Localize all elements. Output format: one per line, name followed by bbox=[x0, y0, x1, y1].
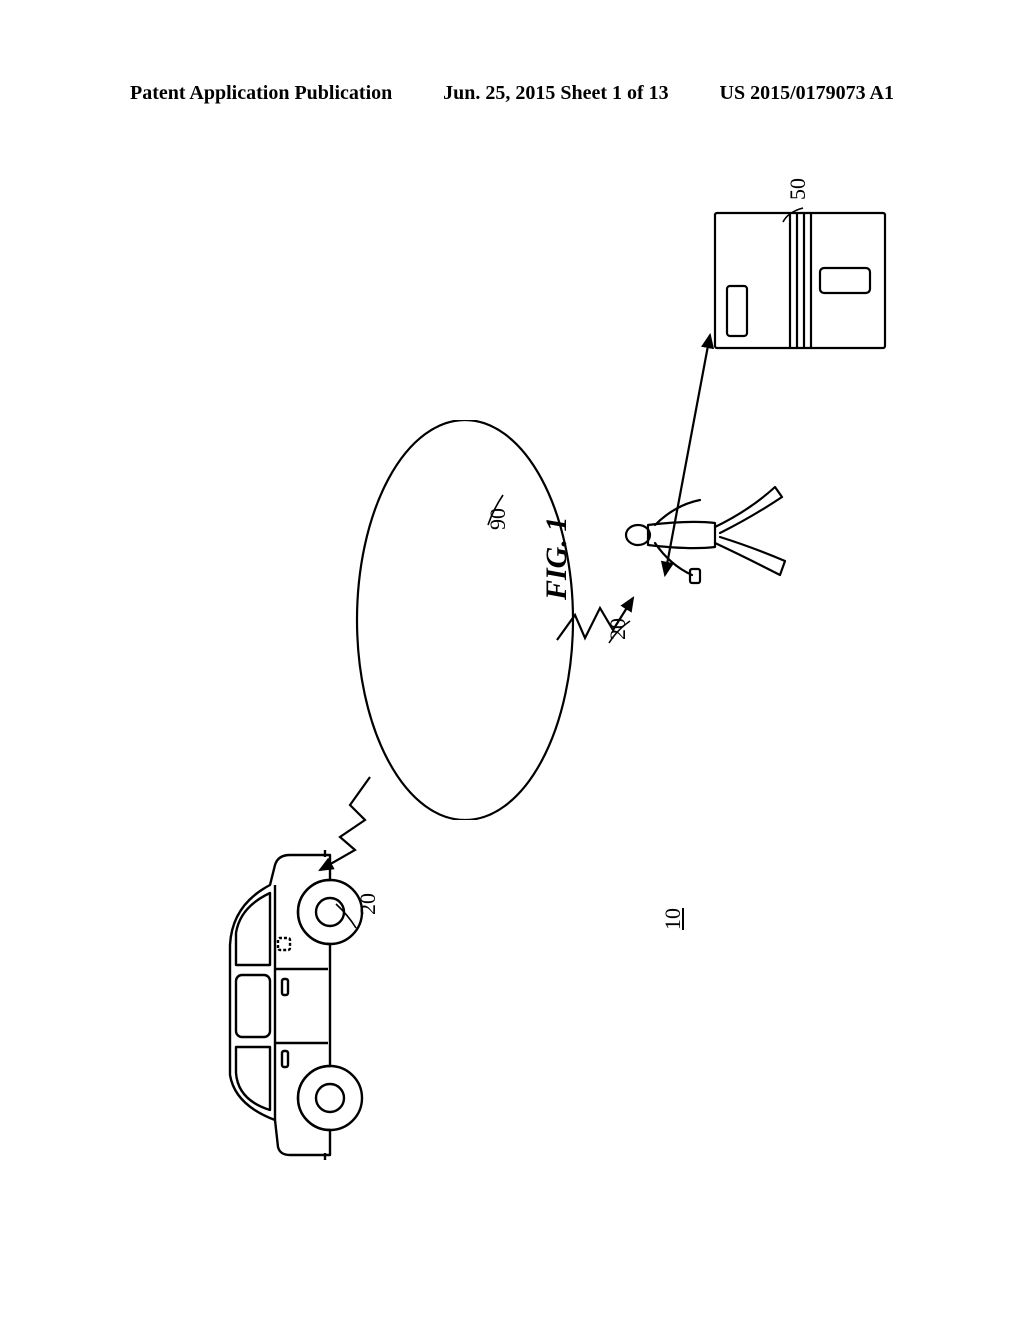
ref-system-10: 10 bbox=[660, 908, 686, 930]
lead-50 bbox=[778, 200, 818, 230]
ref-50: 50 bbox=[785, 178, 811, 200]
figure-1: FIG. 1 10 50 90 20 20 bbox=[130, 160, 894, 1160]
header-right: US 2015/0179073 A1 bbox=[720, 82, 894, 105]
page-header: Patent Application Publication Jun. 25, … bbox=[0, 82, 1024, 105]
car-icon bbox=[155, 850, 405, 1170]
header-center: Jun. 25, 2015 Sheet 1 of 13 bbox=[443, 82, 669, 105]
lead-90 bbox=[485, 490, 515, 530]
person-icon bbox=[620, 440, 800, 630]
header-left: Patent Application Publication bbox=[130, 82, 392, 105]
